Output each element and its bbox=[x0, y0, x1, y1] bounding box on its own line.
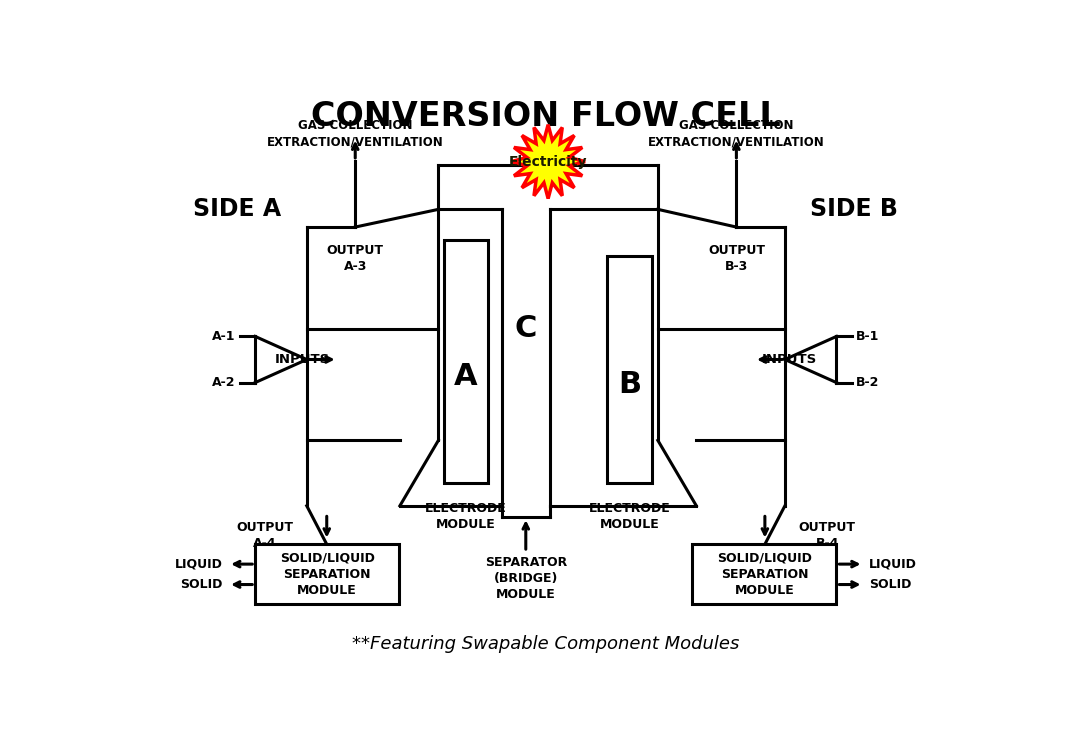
Text: INPUTS: INPUTS bbox=[761, 353, 817, 366]
Text: GAS COLLECTION
EXTRACTION/VENTILATION: GAS COLLECTION EXTRACTION/VENTILATION bbox=[267, 119, 444, 148]
Text: SOLID: SOLID bbox=[869, 578, 912, 591]
Text: LIQUID: LIQUID bbox=[869, 557, 917, 571]
Text: A-1: A-1 bbox=[212, 330, 235, 343]
Text: A: A bbox=[455, 362, 478, 392]
Bar bbox=[256, 544, 399, 604]
Text: ELECTRODE
MODULE: ELECTRODE MODULE bbox=[589, 502, 670, 531]
Text: OUTPUT
B-3: OUTPUT B-3 bbox=[708, 244, 765, 273]
Text: A-2: A-2 bbox=[212, 376, 235, 389]
Text: SEPARATOR
(BRIDGE)
MODULE: SEPARATOR (BRIDGE) MODULE bbox=[485, 556, 567, 601]
Bar bbox=[444, 240, 489, 483]
Text: SIDE B: SIDE B bbox=[810, 197, 898, 221]
Text: SOLID: SOLID bbox=[180, 578, 223, 591]
Text: ELECTRODE
MODULE: ELECTRODE MODULE bbox=[425, 502, 507, 531]
Text: SOLID/LIQUID
SEPARATION
MODULE: SOLID/LIQUID SEPARATION MODULE bbox=[280, 552, 375, 597]
Text: SIDE A: SIDE A bbox=[194, 197, 281, 221]
Text: OUTPUT
B-4: OUTPUT B-4 bbox=[799, 521, 856, 550]
Text: **Featuring Swapable Component Modules: **Featuring Swapable Component Modules bbox=[351, 635, 739, 653]
Text: B: B bbox=[618, 370, 641, 399]
Text: Electricity: Electricity bbox=[509, 154, 588, 169]
Bar bbox=[692, 544, 836, 604]
Text: CONVERSION FLOW CELL: CONVERSION FLOW CELL bbox=[311, 100, 781, 134]
Text: C: C bbox=[514, 314, 537, 344]
Text: INPUTS: INPUTS bbox=[275, 353, 330, 366]
Text: SOLID/LIQUID
SEPARATION
MODULE: SOLID/LIQUID SEPARATION MODULE bbox=[717, 552, 812, 597]
Text: GAS COLLECTION
EXTRACTION/VENTILATION: GAS COLLECTION EXTRACTION/VENTILATION bbox=[648, 119, 824, 148]
Text: LIQUID: LIQUID bbox=[175, 557, 223, 571]
Text: B-1: B-1 bbox=[856, 330, 879, 343]
Text: OUTPUT
A-3: OUTPUT A-3 bbox=[327, 244, 383, 273]
Text: OUTPUT
A-4: OUTPUT A-4 bbox=[235, 521, 293, 550]
Text: B-2: B-2 bbox=[856, 376, 879, 389]
Bar bbox=[607, 256, 652, 483]
Polygon shape bbox=[511, 124, 585, 199]
